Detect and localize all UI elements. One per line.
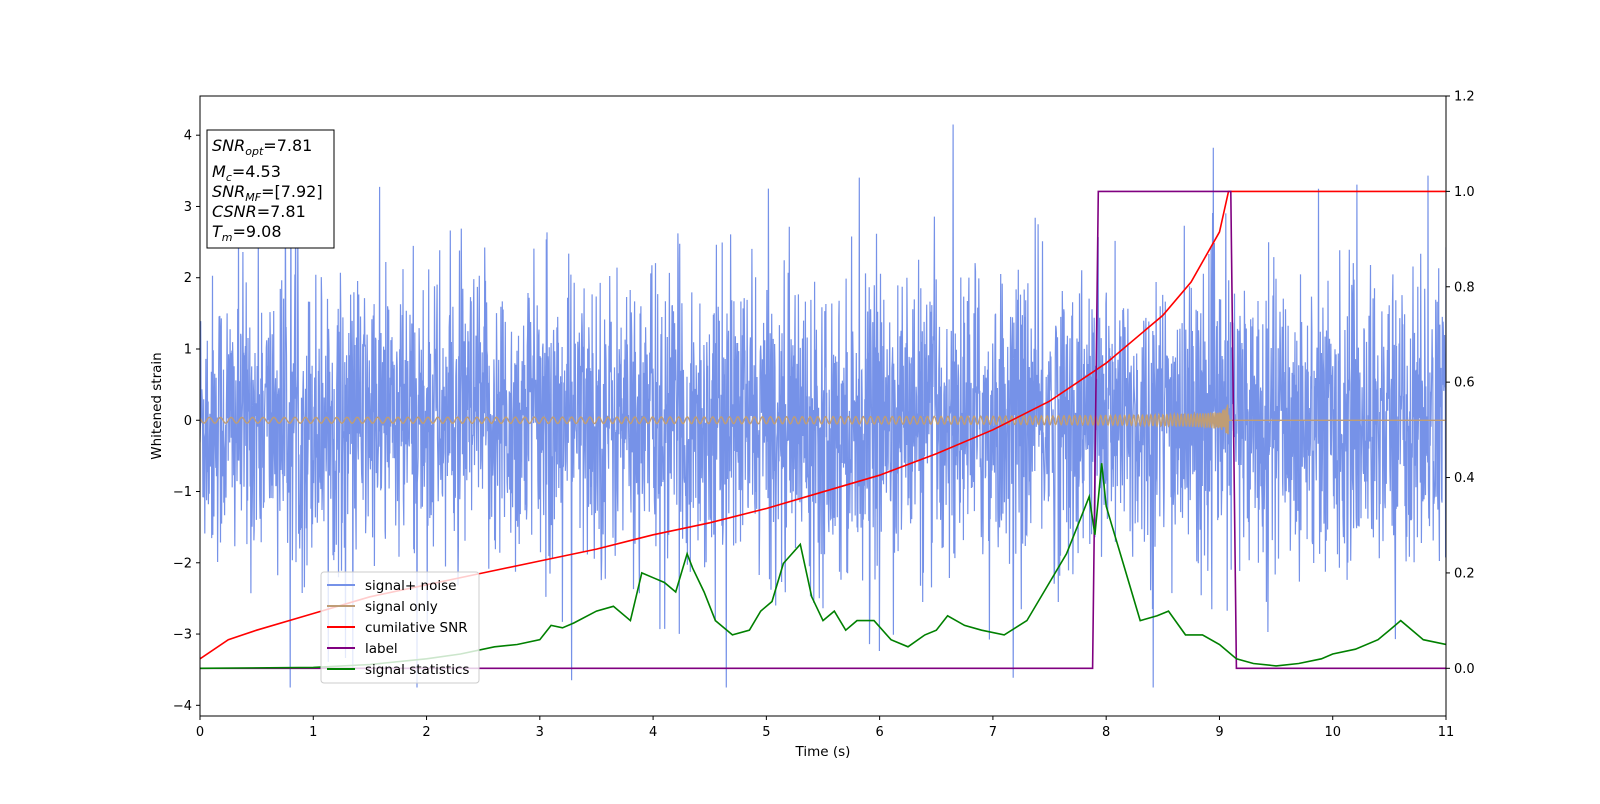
legend-label: signal+ noise bbox=[365, 578, 456, 594]
x-tick-label: 1 bbox=[309, 725, 317, 740]
info-csnr: CSNR=7.81 bbox=[212, 202, 306, 221]
legend-frame bbox=[320, 571, 480, 684]
y-tick-label: −2 bbox=[173, 556, 192, 571]
y2-tick-label: 0.8 bbox=[1454, 280, 1475, 295]
y-tick-label: −3 bbox=[173, 628, 192, 643]
legend-label: label bbox=[365, 641, 398, 657]
legend-item: signal+ noise bbox=[327, 578, 456, 594]
y-tick-label: −1 bbox=[173, 485, 192, 500]
y-axis-left: −4 −3 −2 −1 0 1 2 3 4 bbox=[173, 129, 200, 714]
legend-label: signal only bbox=[365, 599, 438, 615]
y-tick-label: 1 bbox=[184, 342, 192, 357]
x-tick-label: 0 bbox=[196, 725, 204, 740]
legend-item: signal only bbox=[327, 599, 438, 615]
series-signal-only bbox=[200, 404, 1446, 435]
x-tick-label: 8 bbox=[1102, 725, 1110, 740]
x-tick-label: 5 bbox=[762, 725, 770, 740]
x-tick-label: 6 bbox=[875, 725, 883, 740]
y2-tick-label: 0.2 bbox=[1454, 566, 1475, 581]
x-tick-label: 2 bbox=[422, 725, 430, 740]
series-label bbox=[200, 190, 1446, 670]
y-tick-label: 4 bbox=[184, 129, 192, 144]
x-tick-label: 9 bbox=[1215, 725, 1223, 740]
y-tick-label: 3 bbox=[184, 200, 192, 215]
legend: signal+ noise signal only cumilative SNR la… bbox=[320, 571, 480, 684]
legend-item: label bbox=[327, 641, 398, 657]
y-tick-label: 0 bbox=[184, 414, 192, 429]
plot-frame bbox=[199, 95, 1447, 717]
info-box: SNRopt=7.81 Mc=4.53 SNRMF=[7.92] CSNR=7.… bbox=[206, 129, 335, 249]
legend-item: cumilative SNR bbox=[327, 620, 468, 636]
y-axis-label: Whitened strain bbox=[149, 352, 165, 459]
y2-tick-label: 0.0 bbox=[1454, 662, 1475, 677]
legend-label: signal statistics bbox=[365, 662, 469, 678]
x-tick-label: 11 bbox=[1438, 725, 1455, 740]
legend-label: cumilative SNR bbox=[365, 620, 468, 636]
info-snr-mf: SNRMF=[7.92] bbox=[212, 182, 323, 204]
y2-tick-label: 1.2 bbox=[1454, 90, 1475, 105]
legend-item: signal statistics bbox=[327, 662, 469, 678]
x-tick-label: 3 bbox=[536, 725, 544, 740]
y2-tick-label: 0.6 bbox=[1454, 376, 1475, 391]
y2-tick-label: 0.4 bbox=[1454, 471, 1475, 486]
x-tick-label: 7 bbox=[989, 725, 997, 740]
info-box-frame bbox=[206, 129, 335, 249]
info-snr-opt: SNRopt=7.81 bbox=[212, 136, 312, 158]
x-tick-label: 10 bbox=[1324, 725, 1341, 740]
y-tick-label: 2 bbox=[184, 271, 192, 286]
x-tick-label: 4 bbox=[649, 725, 657, 740]
y-axis-right: 0.0 0.2 0.4 0.6 0.8 1.0 1.2 bbox=[1446, 90, 1475, 677]
info-mc: Mc=4.53 bbox=[212, 162, 281, 184]
series-signal-noise bbox=[200, 124, 1446, 688]
series-signal-statistics bbox=[200, 463, 1446, 670]
y-tick-label: −4 bbox=[173, 699, 192, 714]
y2-tick-label: 1.0 bbox=[1454, 185, 1475, 200]
info-tm: Tm=9.08 bbox=[212, 222, 282, 244]
x-axis: 0 1 2 3 4 5 6 7 8 9 10 11 bbox=[196, 716, 1454, 740]
x-axis-label: Time (s) bbox=[795, 744, 851, 760]
